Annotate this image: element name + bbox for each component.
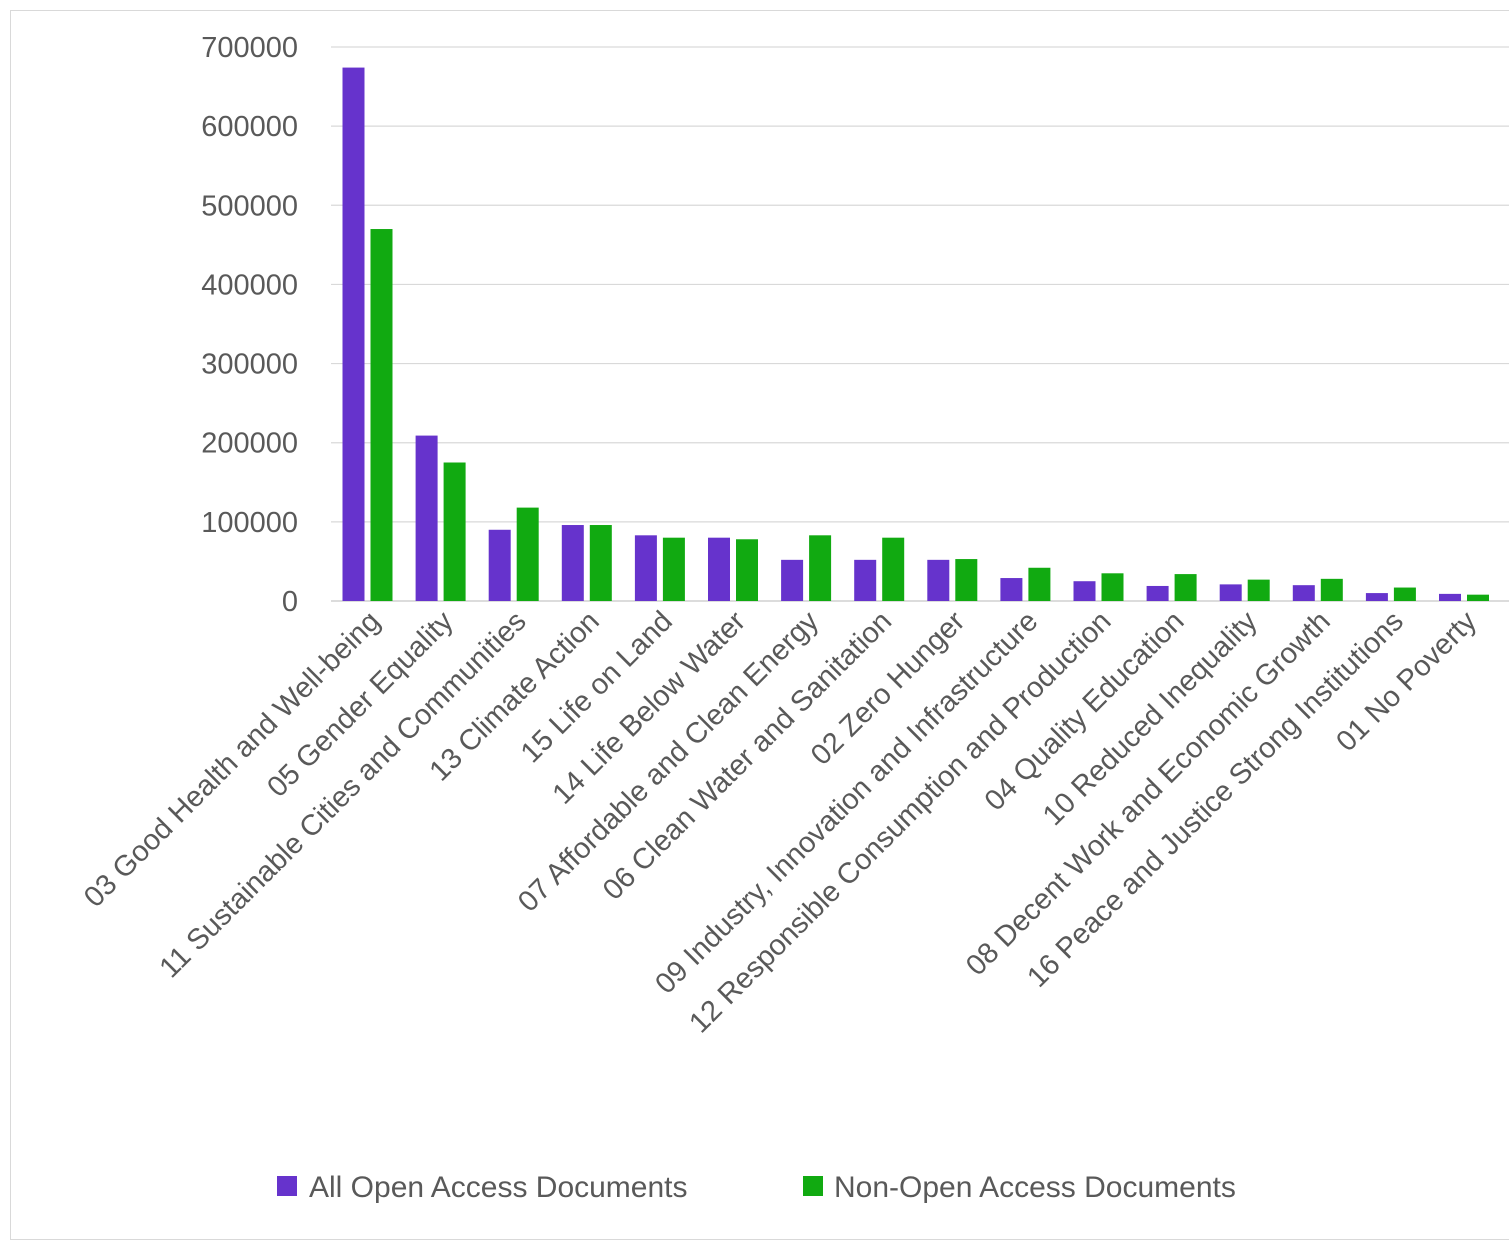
- bar-chart: 0 100000 200000 300000 400000 500000 600000 700…: [78, 32, 1509, 1204]
- bar-non-open-access: [955, 559, 978, 601]
- bar-open-access: [1000, 578, 1023, 601]
- bar-non-open-access: [662, 537, 685, 601]
- bar-open-access: [634, 535, 657, 601]
- y-tick-label: 700000: [201, 32, 298, 64]
- y-tick-label: 200000: [201, 428, 298, 460]
- y-tick-label: 400000: [201, 269, 298, 301]
- x-category-label: 03 Good Health and Well-being: [78, 605, 386, 913]
- chart-area: 0 100000 200000 300000 400000 500000 600000 700…: [10, 10, 1509, 1240]
- bar-open-access: [1439, 593, 1461, 601]
- bar-open-access: [342, 67, 365, 601]
- bar-non-open-access: [1393, 587, 1416, 601]
- bar-non-open-access: [370, 229, 393, 601]
- bar-open-access: [1146, 585, 1169, 601]
- gridlines: [331, 46, 1509, 602]
- bar-non-open-access: [1174, 574, 1197, 601]
- y-axis-ticks: 0 100000 200000 300000 400000 500000 600000 700…: [201, 32, 298, 618]
- legend-swatch: [277, 1176, 297, 1196]
- bar-non-open-access: [809, 535, 832, 601]
- bar-non-open-access: [1320, 578, 1343, 601]
- bar-non-open-access: [443, 462, 466, 601]
- legend-swatch: [803, 1176, 823, 1196]
- bar-open-access: [488, 529, 511, 601]
- y-tick-label: 0: [282, 586, 298, 618]
- bar-open-access: [1365, 593, 1388, 601]
- bar-non-open-access: [1247, 579, 1270, 601]
- bar-non-open-access: [589, 525, 612, 601]
- bar-open-access: [1292, 585, 1315, 601]
- bar-non-open-access: [1467, 594, 1489, 601]
- bar-open-access: [415, 435, 438, 601]
- bar-non-open-access: [1028, 567, 1051, 601]
- y-tick-label: 100000: [201, 507, 298, 539]
- bar-open-access: [1219, 584, 1242, 601]
- bar-open-access: [781, 559, 804, 601]
- y-tick-label: 500000: [201, 190, 298, 222]
- bar-open-access: [927, 559, 950, 601]
- bar-open-access: [854, 559, 877, 601]
- bar-open-access: [708, 537, 730, 601]
- legend-label: All Open Access Documents: [309, 1171, 688, 1204]
- bar-open-access: [1073, 581, 1096, 601]
- bar-non-open-access: [736, 539, 758, 601]
- bar-non-open-access: [516, 507, 539, 601]
- bar-non-open-access: [1101, 573, 1124, 601]
- legend: All Open Access Documents Non-Open Access…: [277, 1171, 1236, 1204]
- legend-label: Non-Open Access Documents: [834, 1171, 1236, 1204]
- y-tick-label: 600000: [201, 111, 298, 143]
- bar-non-open-access: [882, 537, 905, 601]
- y-tick-label: 300000: [201, 349, 298, 381]
- bar-open-access: [561, 525, 584, 601]
- bars: [342, 67, 1489, 601]
